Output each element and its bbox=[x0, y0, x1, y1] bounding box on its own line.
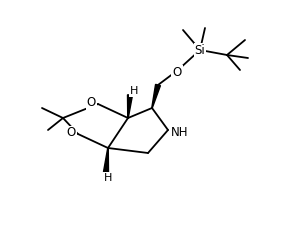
Polygon shape bbox=[152, 84, 160, 108]
Text: H: H bbox=[104, 173, 112, 183]
Text: NH: NH bbox=[171, 127, 189, 139]
Text: O: O bbox=[67, 127, 76, 139]
Polygon shape bbox=[128, 95, 133, 118]
Text: Si: Si bbox=[195, 44, 205, 56]
Text: O: O bbox=[172, 66, 182, 78]
Text: H: H bbox=[130, 86, 138, 96]
Polygon shape bbox=[103, 148, 108, 172]
Text: O: O bbox=[87, 96, 96, 110]
